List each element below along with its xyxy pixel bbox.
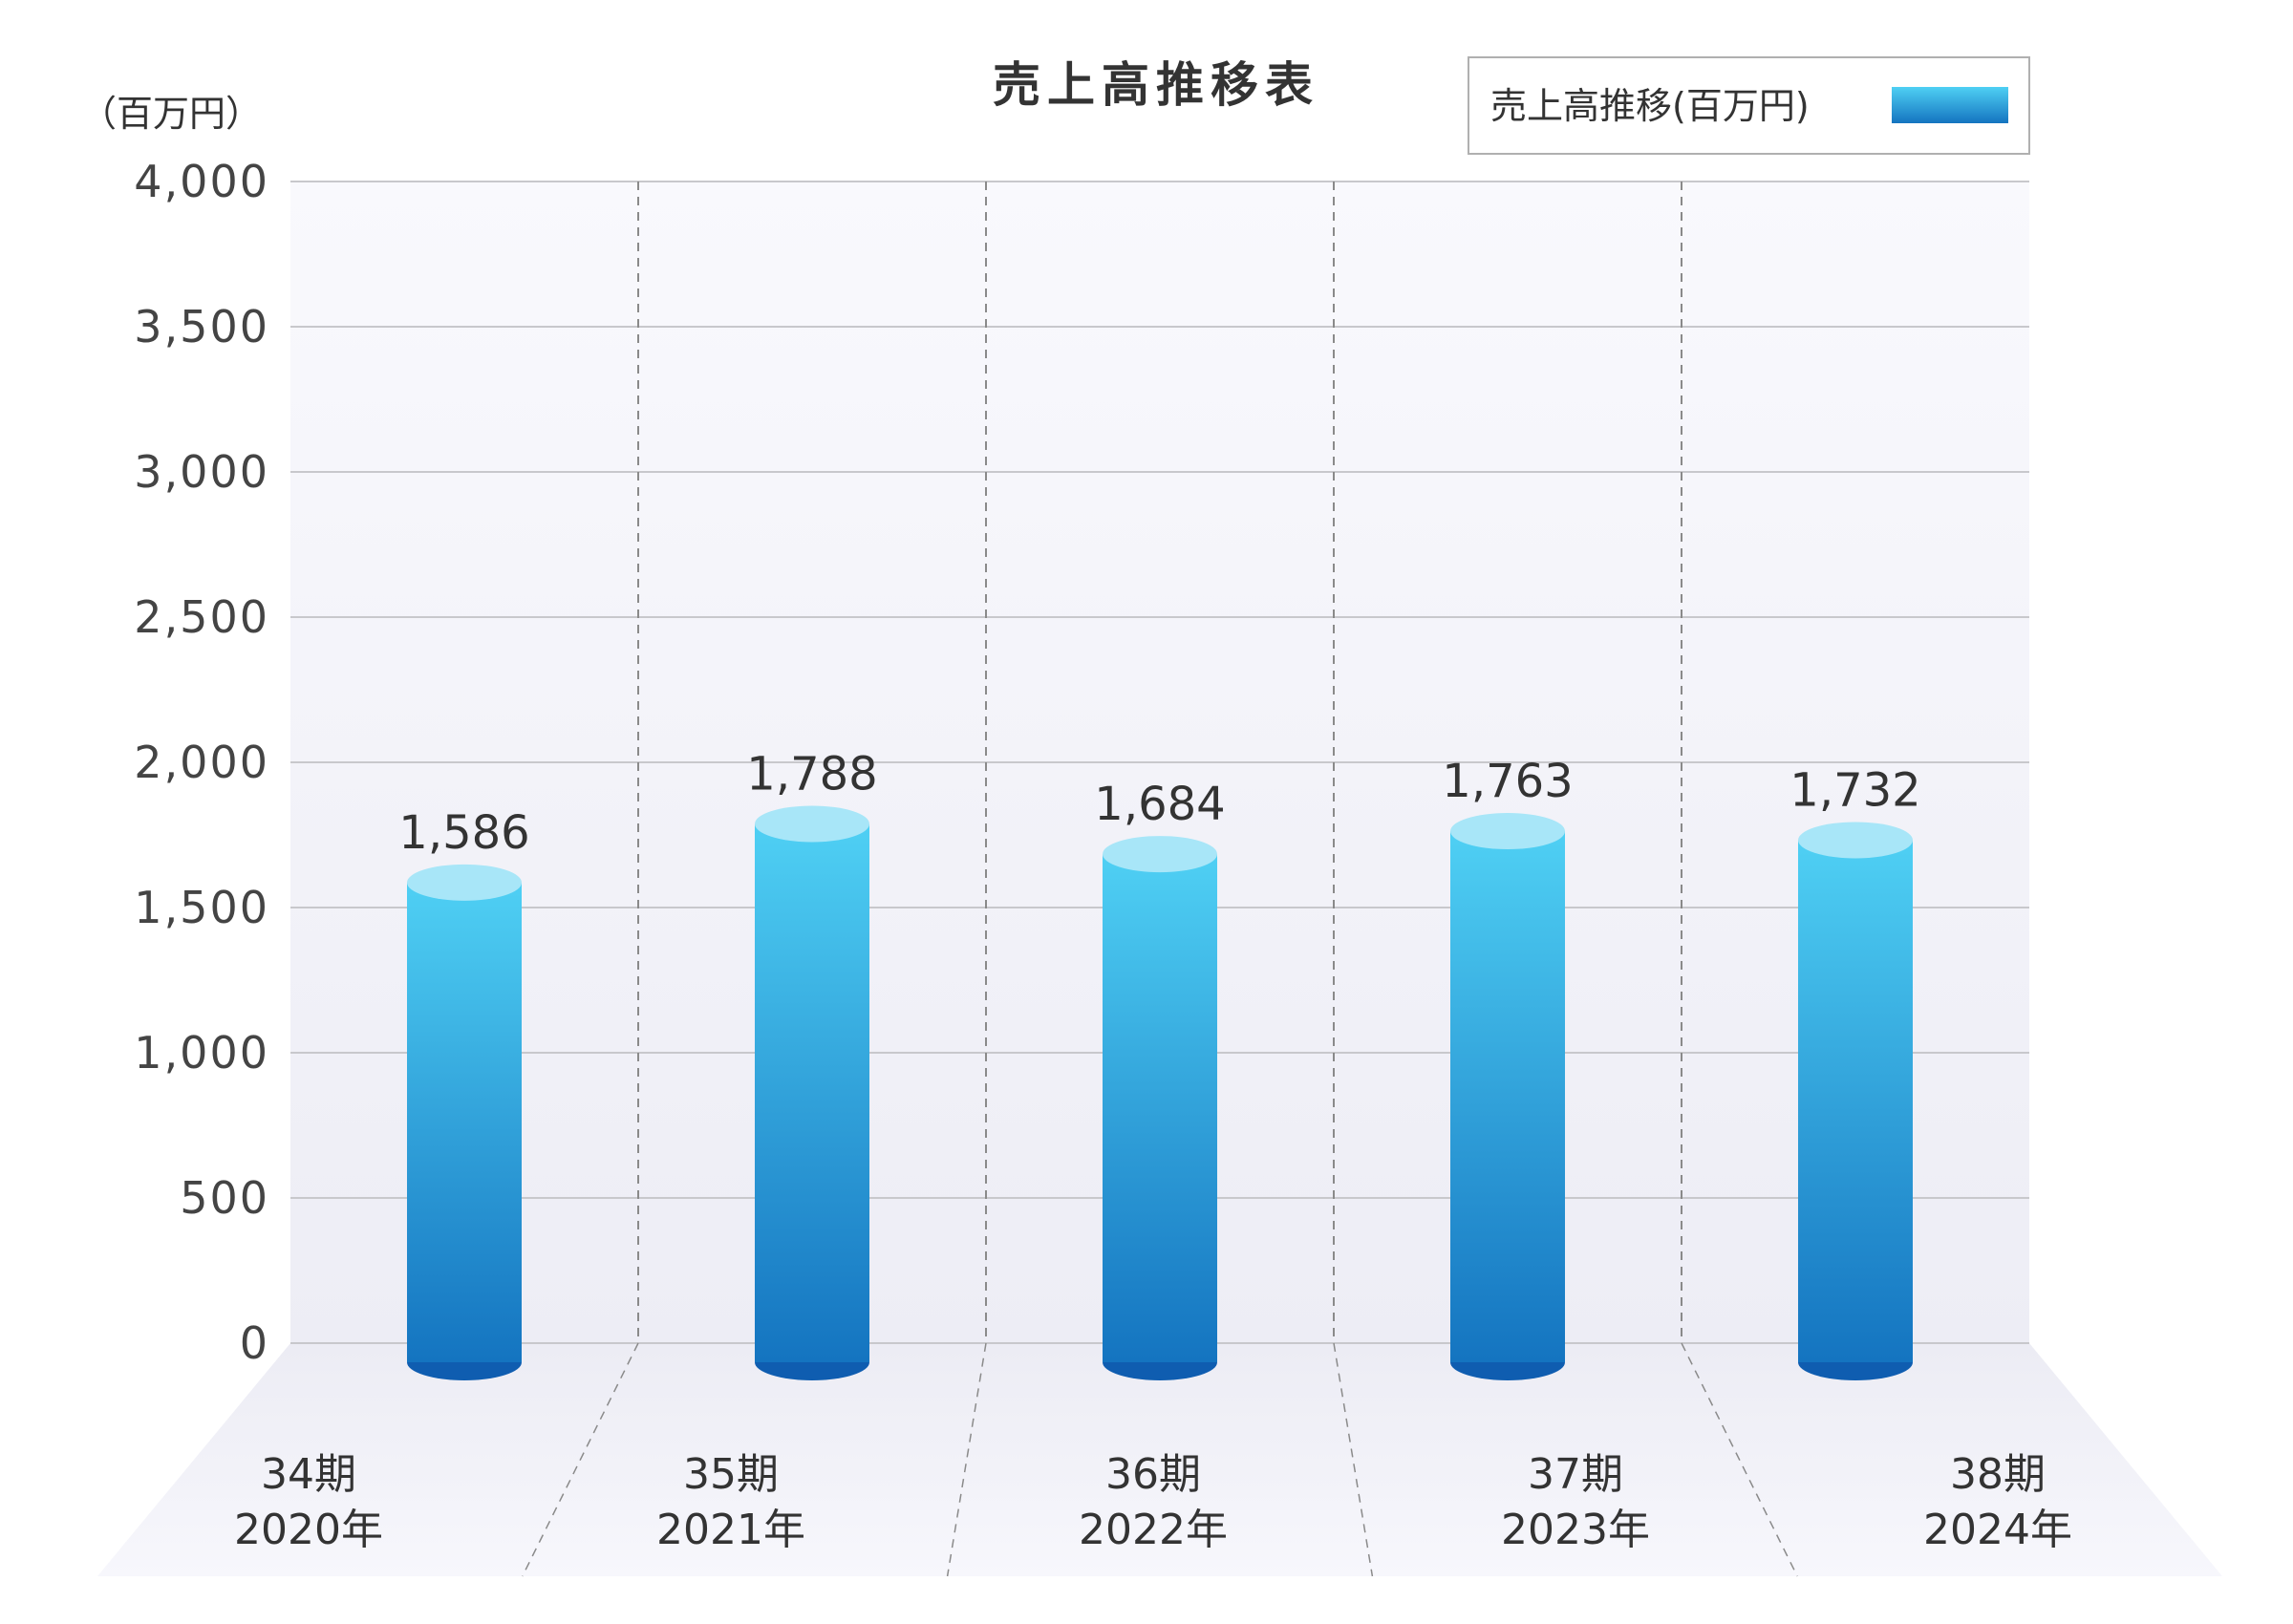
bar — [407, 864, 522, 1380]
bar — [1798, 822, 1913, 1380]
chart-floor — [97, 1343, 2222, 1576]
y-tick-label: 3,500 — [134, 301, 269, 353]
bar-body — [1450, 831, 1565, 1362]
floor-separator — [1681, 1342, 1798, 1577]
data-label: 1,763 — [1442, 755, 1573, 808]
data-label: 1,788 — [746, 747, 877, 801]
bar — [1450, 813, 1565, 1380]
bar-body — [407, 882, 522, 1362]
data-label: 1,586 — [398, 806, 529, 860]
bar — [1103, 836, 1217, 1380]
bars: 1,586 1,788 1,684 1,763 1,732 — [398, 747, 1921, 1380]
bar-top — [1103, 836, 1217, 873]
y-axis-unit: （百万円） — [80, 93, 262, 135]
x-category-period: 34期 — [261, 1450, 356, 1499]
legend-swatch — [1892, 87, 2008, 123]
x-category-period: 35期 — [683, 1450, 779, 1499]
floor-separator — [522, 1342, 639, 1577]
x-category-year: 2021年 — [656, 1506, 805, 1554]
y-tick-label: 4,000 — [134, 156, 269, 207]
x-category-period: 37期 — [1528, 1450, 1623, 1499]
x-category-year: 2024年 — [1923, 1506, 2072, 1554]
x-axis-categories: 34期 2020年 35期 2021年 36期 2022年 37期 2023年 38期 2024年 — [234, 1450, 2072, 1554]
y-tick-label: 2,500 — [134, 591, 269, 643]
x-category-period: 38期 — [1950, 1450, 2046, 1499]
y-tick-label: 1,000 — [134, 1027, 269, 1079]
x-category-year: 2020年 — [234, 1506, 383, 1554]
bar-top — [755, 805, 869, 843]
bar-body — [1798, 840, 1913, 1362]
x-category-year: 2022年 — [1079, 1506, 1228, 1554]
bar-body — [755, 823, 869, 1362]
bar-top — [407, 864, 522, 901]
y-tick-label: 3,000 — [134, 446, 269, 498]
y-axis-ticks: 0 500 1,000 1,500 2,000 2,500 3,000 3,500 4,000 — [134, 156, 269, 1369]
bar-top — [1798, 822, 1913, 859]
chart-title: 売上高推移表 — [993, 57, 1319, 113]
bar-top — [1450, 813, 1565, 850]
y-tick-label: 500 — [180, 1172, 269, 1224]
x-category-year: 2023年 — [1501, 1506, 1650, 1554]
bar-body — [1103, 854, 1217, 1362]
category-separators — [522, 182, 1798, 1577]
data-label: 1,732 — [1789, 763, 1920, 817]
y-tick-label: 0 — [240, 1317, 269, 1369]
legend: 売上高推移(百万円) — [1468, 56, 2030, 155]
bar — [755, 805, 869, 1380]
legend-label: 売上高推移(百万円) — [1490, 85, 1810, 127]
y-tick-label: 1,500 — [134, 882, 269, 933]
x-category-period: 36期 — [1105, 1450, 1201, 1499]
y-tick-label: 2,000 — [134, 737, 269, 788]
data-label: 1,684 — [1094, 778, 1225, 831]
